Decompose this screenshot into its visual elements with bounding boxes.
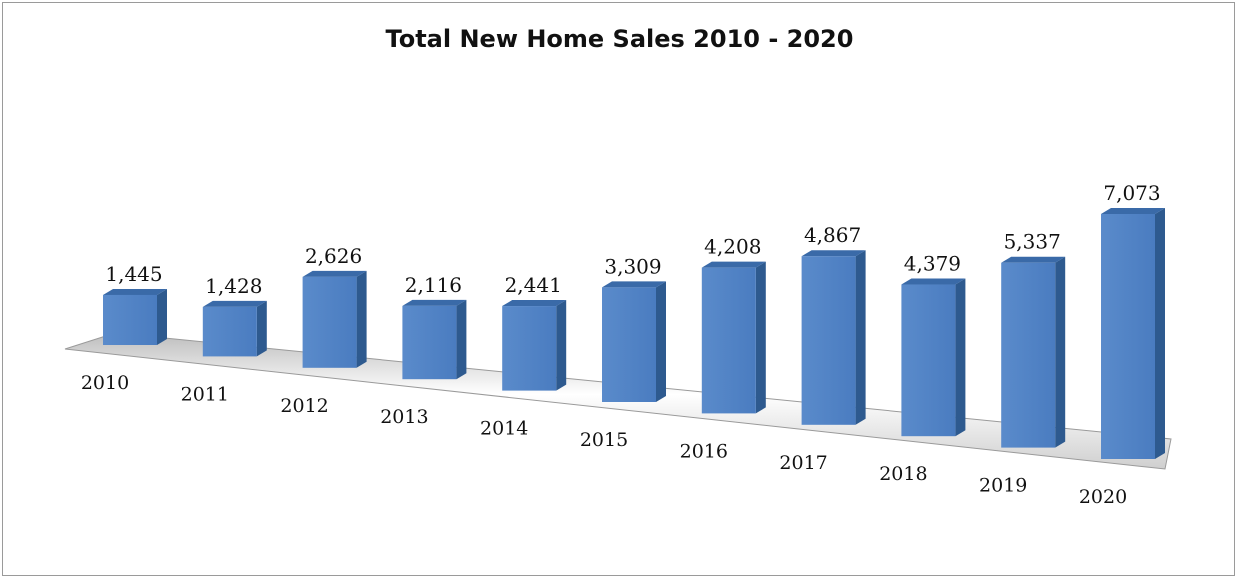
x-tick-label-2014: 2014 bbox=[480, 418, 528, 440]
x-tick-label-2020: 2020 bbox=[1079, 486, 1127, 508]
bar-side-face bbox=[755, 261, 766, 414]
data-label-2014: 2,441 bbox=[505, 273, 562, 297]
data-label-2013: 2,116 bbox=[405, 273, 462, 297]
data-label-2017: 4,867 bbox=[804, 223, 861, 247]
bar-front-face bbox=[402, 305, 457, 380]
bar-2015 bbox=[602, 281, 666, 402]
data-label-2010: 1,445 bbox=[105, 262, 162, 286]
bar-front-face bbox=[1001, 262, 1056, 448]
bar-2010 bbox=[103, 288, 167, 345]
bar-front-face bbox=[103, 294, 157, 345]
bar-front-face bbox=[701, 267, 756, 414]
x-tick-label-2010: 2010 bbox=[81, 372, 129, 394]
x-tick-label-2013: 2013 bbox=[380, 406, 428, 428]
bar-side-face bbox=[456, 299, 467, 380]
data-label-2019: 5,337 bbox=[1004, 230, 1061, 254]
bar-side-face bbox=[1155, 208, 1165, 459]
bar-top-face bbox=[801, 250, 866, 257]
bar-top-face bbox=[1101, 208, 1165, 214]
bar-side-face bbox=[855, 250, 866, 425]
bar-side-face bbox=[656, 281, 666, 402]
bar-front-face bbox=[602, 287, 656, 402]
data-label-2011: 1,428 bbox=[205, 274, 262, 298]
bar-top-face bbox=[901, 278, 966, 285]
bar-front-face bbox=[901, 284, 956, 437]
bar-side-face bbox=[256, 300, 267, 357]
bars-group bbox=[103, 208, 1165, 459]
bar-top-face bbox=[302, 270, 367, 277]
bar-2019 bbox=[1001, 256, 1066, 448]
bar-front-face bbox=[1101, 214, 1155, 459]
bar-top-face bbox=[402, 299, 467, 306]
bar-side-face bbox=[1055, 256, 1066, 448]
bar-front-face bbox=[801, 256, 856, 425]
bar-side-face bbox=[356, 270, 367, 368]
bar-side-face bbox=[955, 278, 966, 437]
bar-2011 bbox=[202, 300, 267, 357]
data-labels-group: 1,445 1,428 2,626 2,116 2,441 3,309 4,208 4,867… bbox=[105, 181, 1160, 298]
x-tick-labels-group: 2010 2011 2012 2013 2014 2015 2016 2017 2018 2019… bbox=[81, 372, 1127, 508]
data-label-2016: 4,208 bbox=[704, 235, 761, 259]
chart-title: Total New Home Sales 2010 - 2020 bbox=[385, 25, 854, 53]
bar-front-face bbox=[502, 306, 557, 391]
bar-2018 bbox=[901, 278, 966, 437]
x-tick-label-2012: 2012 bbox=[280, 395, 328, 417]
bar-top-face bbox=[1001, 256, 1066, 263]
bar-2016 bbox=[701, 261, 766, 414]
x-tick-label-2017: 2017 bbox=[779, 452, 827, 474]
bar-2013 bbox=[402, 299, 467, 380]
bar-top-face bbox=[103, 288, 167, 295]
bar-side-face bbox=[556, 300, 567, 391]
x-tick-label-2018: 2018 bbox=[879, 463, 927, 485]
bar-2017 bbox=[801, 250, 866, 425]
bar-front-face bbox=[202, 306, 257, 357]
x-tick-label-2011: 2011 bbox=[181, 383, 229, 405]
bar-top-face bbox=[202, 300, 267, 307]
bar-top-face bbox=[701, 261, 766, 268]
bar-2020 bbox=[1101, 208, 1165, 459]
bar-front-face bbox=[302, 276, 357, 368]
bar-top-face bbox=[502, 300, 567, 307]
bar-2012 bbox=[302, 270, 367, 368]
data-label-2015: 3,309 bbox=[604, 254, 661, 278]
x-tick-label-2016: 2016 bbox=[680, 440, 728, 462]
bar-2014 bbox=[502, 300, 567, 391]
data-label-2020: 7,073 bbox=[1103, 181, 1160, 205]
bar-side-face bbox=[157, 288, 167, 345]
data-label-2012: 2,626 bbox=[305, 244, 362, 268]
x-tick-label-2019: 2019 bbox=[979, 475, 1027, 497]
data-label-2018: 4,379 bbox=[904, 252, 961, 276]
bar-chart: 1,445 1,428 2,626 2,116 2,441 3,309 4,208 4,867… bbox=[64, 181, 1172, 508]
bar-top-face bbox=[602, 281, 666, 288]
x-tick-label-2015: 2015 bbox=[580, 429, 628, 451]
